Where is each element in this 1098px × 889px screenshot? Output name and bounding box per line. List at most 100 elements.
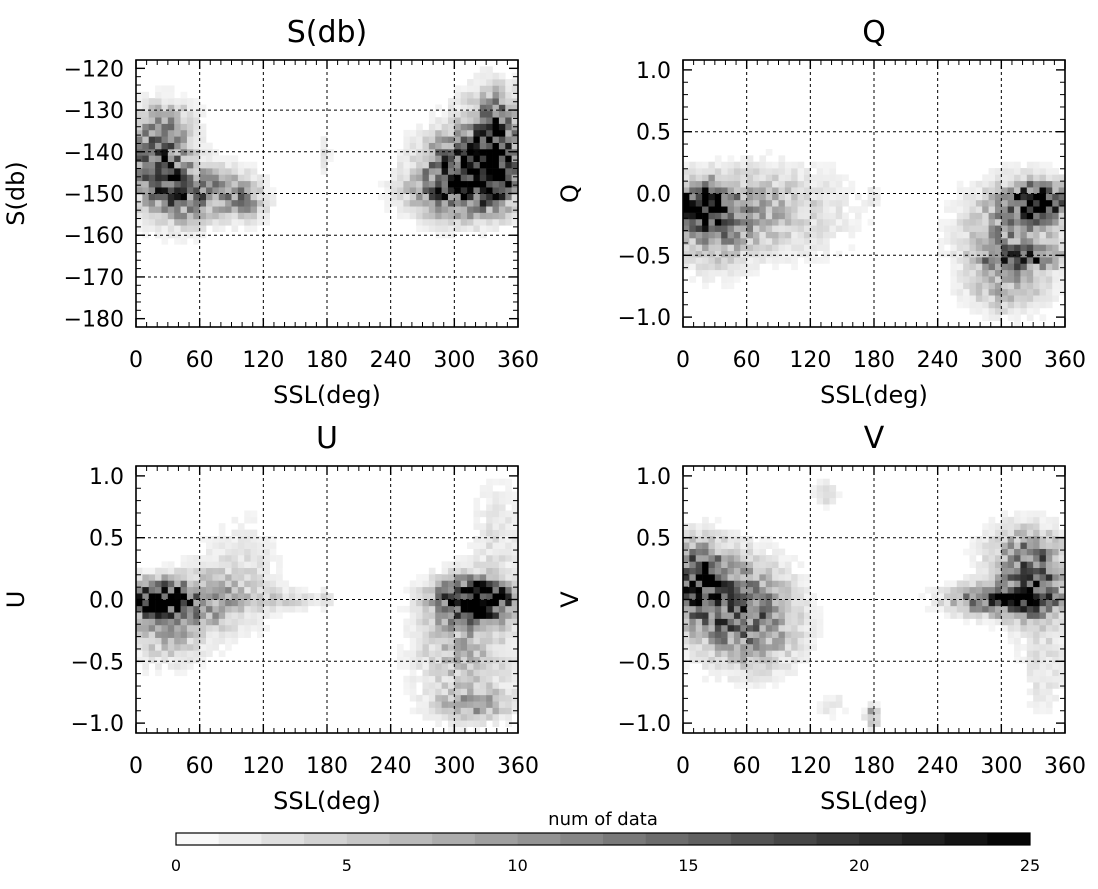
density-cell [473,85,481,93]
density-cell [721,580,728,588]
density-cell [791,212,798,220]
density-cell [199,599,207,607]
density-cell [1052,276,1059,283]
density-cell [784,624,792,632]
density-cell [218,605,226,613]
density-cell [441,605,449,613]
density-cell [486,497,493,505]
density-cell [167,644,175,651]
density-cell [765,218,773,226]
density-cell [823,250,830,258]
density-cell [708,663,716,670]
density-cell [982,567,989,575]
density-cell [174,567,181,575]
density-cell [740,199,747,207]
density-cell [511,510,519,518]
density-cell [695,161,703,169]
y-tick-label: 1.0 [636,465,671,490]
density-cell [924,605,932,613]
density-cell [746,669,754,677]
density-cell [142,663,150,670]
density-cell [193,142,200,150]
density-cell [1052,567,1059,575]
density-cell [479,663,487,670]
density-cell [1014,295,1021,302]
density-cell [498,707,506,715]
density-cell [206,535,213,543]
density-cell [695,574,703,581]
density-cell [1014,263,1021,271]
density-cell [1058,535,1066,543]
density-cell [486,529,493,537]
density-cell [186,206,194,213]
density-cell [167,231,175,239]
density-cell [1001,548,1008,556]
density-cell [492,555,500,562]
density-cell [263,199,270,207]
density-cell [994,523,1002,530]
density-cell [428,682,436,689]
density-cell [721,231,728,239]
density-cell [441,168,449,175]
x-tick-label: 0 [129,348,143,373]
density-cell [454,701,461,708]
density-cell [473,129,481,137]
density-cell [969,225,977,232]
density-cell [409,656,417,664]
density-cell [460,187,468,194]
density-cell [988,301,996,309]
density-cell [683,180,690,188]
density-cell [982,187,989,194]
density-cell [435,168,442,175]
density-cell [486,187,493,194]
density-cell [155,155,162,163]
density-cell [1052,618,1059,626]
density-cell [136,593,143,600]
density-cell [823,206,830,213]
density-cell [454,193,461,201]
density-cell [791,238,798,245]
density-cell [174,212,181,220]
density-cell [714,612,722,619]
density-cell [778,644,786,651]
density-cell [212,612,220,619]
density-cell [1052,605,1059,613]
density-cell [740,168,747,175]
density-cell [784,586,792,594]
density-cell [180,104,188,112]
density-cell [963,212,970,220]
density-cell [435,142,442,150]
density-cell [702,650,709,658]
density-cell [435,104,442,112]
density-cell [486,155,493,163]
density-cell [1020,605,1028,613]
density-cell [765,574,773,581]
density-cell [1001,276,1008,283]
density-cell [1001,301,1008,309]
density-cell [1058,238,1066,245]
density-cell [486,663,493,670]
density-cell [733,580,741,588]
density-cell [1007,238,1015,245]
density-cell [969,535,977,543]
density-cell [447,187,455,194]
density-cell [1001,510,1008,518]
density-cell [1007,168,1015,175]
density-cell [167,117,175,124]
density-cell [982,523,989,530]
density-cell [505,631,512,638]
density-cell [695,618,703,626]
density-cell [1052,624,1059,632]
density-cell [435,129,442,137]
density-cell [486,136,493,143]
density-cell [498,85,506,93]
density-cell [816,707,824,715]
density-cell [256,599,264,607]
density-cell [1026,650,1034,658]
density-cell [778,168,786,175]
density-cell [486,66,493,74]
density-cell [1052,174,1059,182]
density-cell [167,631,175,638]
density-cell [511,206,519,213]
density-cell [1014,276,1021,283]
